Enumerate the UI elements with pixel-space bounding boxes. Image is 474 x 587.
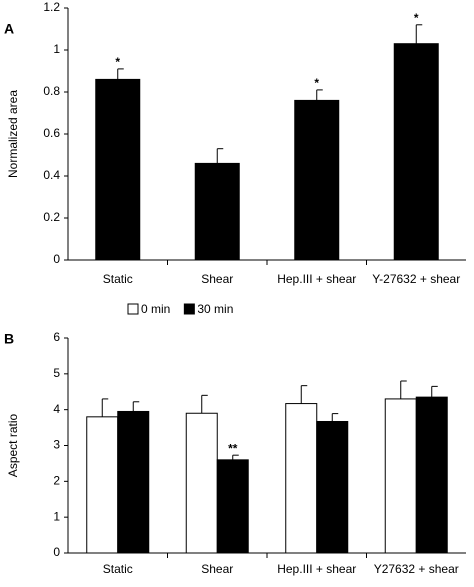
significance-mark: * (414, 11, 419, 25)
bar (86, 416, 119, 554)
legend-swatch (183, 303, 195, 315)
bar (194, 162, 240, 261)
y-tick-label: 2 (53, 474, 60, 488)
bar (216, 459, 249, 554)
y-tick-label: 0.6 (43, 126, 60, 140)
x-tick-label: Static (103, 272, 133, 286)
significance-mark: * (115, 55, 120, 69)
bar (393, 43, 439, 261)
bar (185, 412, 218, 554)
y-tick-label: 0.4 (43, 168, 60, 182)
x-tick-label: Shear (201, 272, 233, 286)
x-tick-label: Y-27632 + shear (372, 272, 460, 286)
y-tick-label: 1 (53, 42, 60, 56)
bar (384, 398, 417, 554)
panel-label: B (4, 331, 14, 347)
y-tick-label: 6 (53, 330, 60, 344)
bar (294, 99, 340, 261)
bar (117, 410, 150, 554)
y-tick-label: 4 (53, 402, 60, 416)
y-tick-label: 3 (53, 438, 60, 452)
y-tick-label: 1 (53, 509, 60, 523)
y-tick-label: 0.8 (43, 84, 60, 98)
x-tick-label: Static (103, 562, 133, 576)
legend-swatch (127, 303, 139, 315)
legend-label: 30 min (197, 302, 233, 316)
significance-mark: * (314, 76, 319, 90)
y-tick-label: 0.2 (43, 210, 60, 224)
x-tick-label: Hep.III + shear (277, 272, 356, 286)
bar (316, 420, 349, 554)
y-tick-label: 0 (53, 545, 60, 559)
x-tick-label: Shear (201, 562, 233, 576)
bar (95, 78, 141, 261)
bar (285, 403, 318, 554)
x-tick-label: Y27632 + shear (374, 562, 459, 576)
legend-label: 0 min (141, 302, 170, 316)
y-axis-label: Normalized area (6, 90, 20, 178)
x-tick-label: Hep.III + shear (277, 562, 356, 576)
y-tick-label: 1.2 (43, 0, 60, 14)
bar (415, 396, 448, 554)
y-axis-label: Aspect ratio (6, 413, 20, 477)
significance-mark: ** (228, 441, 238, 455)
y-tick-label: 5 (53, 366, 60, 380)
panel-label: A (4, 21, 14, 37)
y-tick-label: 0 (53, 252, 60, 266)
